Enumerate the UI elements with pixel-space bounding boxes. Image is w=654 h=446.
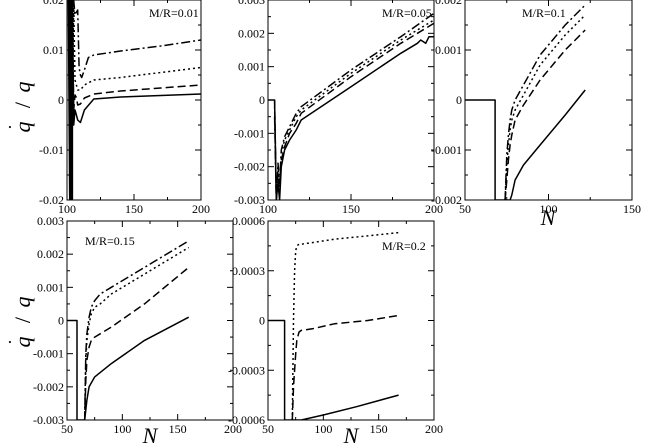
panel-2-ytick-label: 0: [259, 93, 265, 107]
panel-4-xtick-label: 50: [61, 422, 73, 436]
ylabel-top: q · / q: [0, 82, 35, 133]
panel-4-series-solid: [67, 316, 190, 420]
panel-3-ytick-label: -0.002: [431, 193, 462, 207]
ylabel-top-q: q: [10, 82, 35, 93]
panel-2-series-dotted: [273, 19, 434, 200]
panel-3-ytick-label: 0.001: [435, 43, 462, 57]
panel-4-series-dotted: [83, 246, 190, 420]
panel-5: 50 100 150 200 -0.0006 -0.0003 0 0.0003 0.0006 M/…: [228, 214, 443, 436]
panel-1-xtick-label: 200: [192, 202, 210, 216]
panel-5-ytick-label: 0: [259, 314, 265, 328]
panel-3-series-dash-dot: [504, 4, 586, 200]
panel-2-xtick-label: 200: [425, 202, 443, 216]
panel-2: 100 150 200 -0.003 -0.002 -0.001 0 0.001 0.002 0.…: [234, 0, 443, 216]
panel-2-ytick-label: 0.001: [238, 60, 265, 74]
panel-5-title: M/R=0.2: [382, 239, 426, 253]
panel-5-xtick-label: 150: [370, 422, 388, 436]
panel-2-xtick-label: 150: [342, 202, 360, 216]
panel-1-series-solid: [67, 0, 201, 200]
panel-4-ytick-label: -0.001: [33, 347, 64, 361]
panel-2-xtick-label: 100: [259, 202, 277, 216]
panel-4-series-dashed: [83, 266, 190, 420]
panel-1-ytick-label: 0.01: [43, 43, 64, 57]
panel-4-ytick-label: 0: [58, 314, 64, 328]
panel-5-series-solid: [268, 319, 399, 420]
panel-4-xtick-label: 150: [169, 422, 187, 436]
panel-3-series-dashed: [504, 29, 586, 200]
ylabel-bottom-slash: /: [10, 316, 35, 323]
panel-4-series-dash-dot: [83, 240, 190, 420]
panel-4-ytick-label: 0.001: [37, 280, 64, 294]
panel-2-ytick-label: -0.001: [234, 126, 265, 140]
panel-4-ytick-label: -0.003: [33, 413, 64, 427]
panel-3-ytick-label: 0.002: [435, 0, 462, 7]
panel-4-ytick-label: -0.002: [33, 380, 64, 394]
panel-2-ytick-label: 0.003: [238, 0, 265, 7]
panel-5-series-dotted: [291, 231, 399, 420]
panel-1-ytick-label: 0.02: [43, 0, 64, 7]
panel-3-series-solid: [465, 89, 586, 200]
panel-1-series-dashed: [68, 0, 201, 151]
panel-1-series-dotted: [70, 0, 201, 101]
panel-2-series-dashed: [273, 22, 434, 200]
panel-1-ytick-label: -0.01: [39, 143, 64, 157]
xlabel-panel-4: N: [142, 423, 159, 446]
panel-3-ytick-label: 0: [456, 93, 462, 107]
ylabel-top-dot: ·: [0, 124, 20, 130]
panel-5-xtick-label: 50: [262, 422, 274, 436]
panel-3-title: M/R=0.1: [522, 6, 566, 20]
panel-1-ytick-label: 0: [58, 93, 64, 107]
ylabel-bottom-q: q: [10, 297, 35, 308]
panel-4-title: M/R=0.15: [85, 234, 135, 248]
panel-1-ytick-label: -0.02: [39, 193, 64, 207]
panel-5-xtick-label: 100: [314, 422, 332, 436]
xlabel-panel-3: N: [540, 205, 557, 230]
panel-2-ytick-label: 0.002: [238, 26, 265, 40]
ylabel-top-slash: /: [10, 101, 35, 108]
panel-3-xtick-label: 100: [540, 202, 558, 216]
panel-1-title: M/R=0.01: [149, 6, 199, 20]
panel-1-xtick-label: 100: [58, 202, 76, 216]
panel-4-xtick-label: 100: [113, 422, 131, 436]
panel-5-ytick-label: 0.0003: [232, 264, 265, 278]
panel-1-xtick-label: 150: [125, 202, 143, 216]
panel-2-title: M/R=0.05: [382, 6, 432, 20]
panel-2-ytick-label: -0.002: [234, 160, 265, 174]
panel-4-xtick-label: 200: [224, 422, 242, 436]
panel-4-ytick-label: 0.003: [37, 214, 64, 228]
ylabel-bottom-dot: ·: [0, 339, 20, 345]
panel-4-ytick-label: 0.002: [37, 247, 64, 261]
panel-5-ytick-label: -0.0006: [228, 413, 265, 427]
panel-1-series-dash-dot: [72, 0, 201, 79]
panel-3-xtick-label: 50: [459, 202, 471, 216]
panel-3: 50 100 150 -0.002 -0.001 0 0.001 0.002 M/R=0.1: [431, 0, 641, 216]
panel-5-ytick-label: -0.0003: [228, 363, 265, 377]
panel-5-series-dashed: [291, 314, 399, 420]
panel-1-frame: [66, 0, 202, 201]
panel-4: 50 100 150 200 -0.003 -0.002 -0.001 0 0.001 0.002…: [33, 214, 242, 436]
panel-5-ytick-label: 0.0006: [232, 214, 265, 228]
panel-1: 100 150 200 -0.02 -0.01 0 0.01 0.02 M/R=0.01: [39, 0, 210, 216]
panel-3-series-dotted: [504, 14, 586, 200]
panel-3-xtick-label: 150: [623, 202, 641, 216]
panel-2-series-dash-dot: [273, 12, 434, 200]
panel-3-ytick-label: -0.001: [431, 143, 462, 157]
panel-5-xtick-label: 200: [425, 422, 443, 436]
xlabel-panel-5: N: [343, 423, 360, 446]
ylabel-bottom: q · / q: [0, 297, 35, 348]
panel-4-frame: [66, 220, 234, 421]
ylabel-top-qdot: q: [10, 122, 35, 133]
ylabel-bottom-qdot: q: [10, 337, 35, 348]
panel-2-ytick-label: -0.003: [234, 193, 265, 207]
